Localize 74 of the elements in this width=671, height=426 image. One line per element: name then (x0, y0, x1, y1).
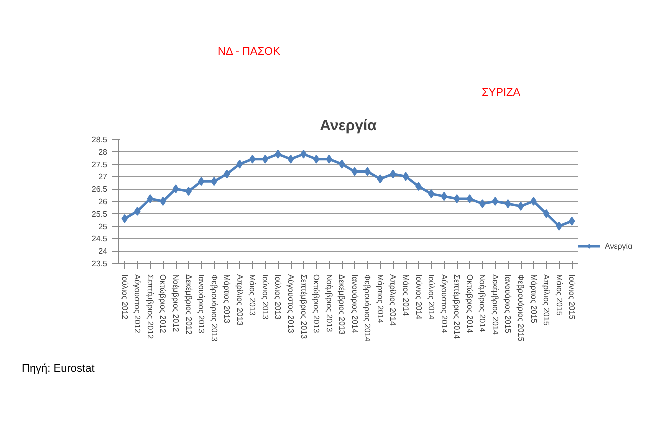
y-tick-label: 26 (98, 198, 108, 206)
x-tick-label: Νοέμβριος 2014 (478, 274, 488, 333)
y-tick-label: 28.5 (92, 136, 108, 144)
x-tick-label: Μάρτιος 2013 (222, 274, 232, 324)
text: Πηγή: Eurostat (21, 362, 95, 377)
point (224, 170, 230, 179)
y-tick-label: 26.5 (92, 185, 108, 194)
x-tick-label: Αύγουστος 2012 (133, 274, 142, 334)
x-tick-label: Δεκέμβριος 2014 (490, 274, 500, 336)
point (262, 154, 269, 164)
x-tick-label: Μάιος 2013 (248, 274, 258, 316)
y-tick-label: 25.5 (92, 210, 108, 219)
x-tick-label: Δεκέμβριος 2013 (338, 274, 347, 336)
point (352, 167, 358, 176)
x-tick-label: Νοέμβριος 2013 (324, 274, 334, 333)
y-tick-label: 24 (98, 247, 108, 256)
x-tick-label: Ιανουάριος 2015 (504, 274, 513, 334)
y-tick-label: 23.5 (92, 260, 108, 268)
x-tick-label: Ιούνιος 2014 (414, 274, 424, 320)
x-tick-label: Νοέμβριος 2012 (172, 274, 180, 333)
x-tick-label: Ιούλιος 2012 (120, 274, 130, 320)
x-tick-label: Ιούνιος 2013 (260, 274, 270, 320)
point (492, 197, 499, 206)
y-tick-label: 24.5 (92, 234, 108, 244)
point (377, 174, 384, 184)
point (236, 160, 244, 169)
point (313, 154, 320, 164)
x-tick-label: Μάρτιος 2015 (529, 274, 538, 324)
x-tick-label: Οκτώβριος 2014 (465, 274, 474, 334)
point (172, 184, 180, 194)
point (428, 190, 435, 199)
x-tick-label: Σεπτέμβριος 2012 (146, 274, 155, 340)
y-tick-label: 27.5 (92, 160, 108, 170)
x-tick-label: Σεπτέμβριος 2014 (452, 274, 462, 340)
x-tick-label: Οκτώβριος 2012 (158, 274, 168, 334)
x-tick-label: Απρίλιος 2013 (235, 274, 244, 326)
x-tick-label: Απρίλιος 2014 (388, 274, 398, 326)
y-tick-label: 25 (98, 222, 108, 232)
x-tick-label: Αύγουστος 2014 (440, 274, 449, 334)
y-tick-label: 27 (98, 172, 108, 182)
point (466, 194, 474, 204)
x-tick-label: Αύγουστος 2013 (286, 274, 296, 334)
legend-label: Ανεργία (605, 242, 633, 250)
x-tick-label: Φεβρουάριος 2014 (363, 274, 372, 342)
point (402, 172, 410, 182)
x-tick-label: Σεπτέμβριος 2013 (299, 274, 308, 340)
point (338, 160, 346, 169)
text: ΝΔ - ΠΑΣΟΚ (218, 45, 280, 60)
point (543, 209, 550, 218)
text: ΣΥΡΙΖΑ (482, 86, 521, 101)
point (147, 194, 154, 204)
x-tick-label: Απρίλιος 2015 (542, 274, 552, 326)
chart-title: Ανεργία (320, 118, 378, 134)
x-tick-label: Οκτώβριος 2013 (312, 274, 322, 334)
point (198, 177, 205, 186)
x-tick-label: Δεκέμβριος 2012 (184, 274, 194, 336)
x-tick-label: Ιανουάριος 2014 (350, 274, 360, 334)
x-tick-label: Μάρτιος 2014 (376, 274, 385, 324)
x-tick-label: Φεβρουάριος 2013 (210, 274, 219, 342)
x-tick-label: Ιανουάριος 2013 (197, 274, 206, 334)
x-tick-label: Ιούνιος 2015 (568, 274, 577, 320)
x-tick-label: Φεβρουάριος 2015 (516, 274, 526, 342)
point (530, 197, 537, 206)
point (160, 197, 166, 206)
point (568, 216, 576, 226)
x-tick-label: Μάιος 2015 (554, 274, 564, 316)
x-tick-label: Ιούλιος 2013 (274, 274, 283, 320)
point (288, 154, 294, 164)
x-tick-label: Ιούλιος 2014 (427, 274, 436, 320)
y-tick-label: 28 (98, 148, 108, 157)
point (122, 214, 128, 224)
point (454, 194, 460, 204)
x-tick-label: Μάιος 2014 (402, 274, 410, 316)
point (518, 202, 524, 211)
